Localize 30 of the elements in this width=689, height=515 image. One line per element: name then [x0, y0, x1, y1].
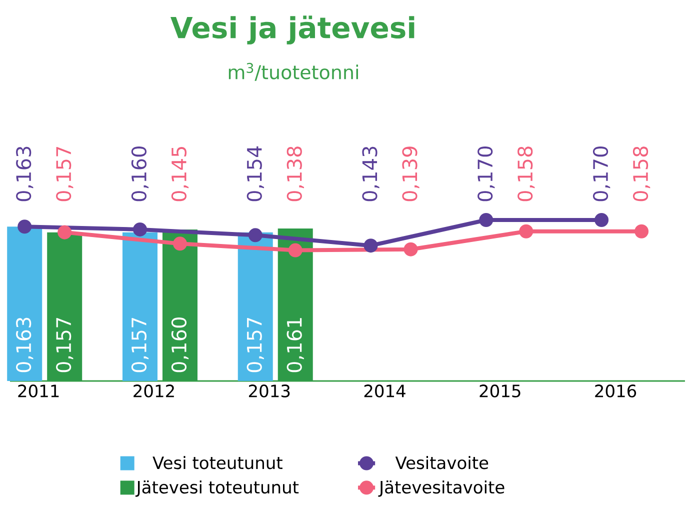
x-tick-label: 2015: [480, 384, 520, 398]
data-label: 0,139: [402, 146, 420, 202]
data-label: 0,157: [246, 318, 264, 372]
data-label: 0,157: [56, 146, 74, 202]
data-label: 0,170: [478, 146, 495, 202]
data-label: 0,143: [362, 146, 380, 202]
data-label: 0,157: [56, 318, 74, 372]
legend-label: Jätevesi toteutunut: [135, 480, 299, 497]
data-label: 0,160: [171, 318, 189, 372]
data-label: 0,154: [246, 146, 264, 202]
x-tick-label: 2016: [595, 384, 636, 398]
legend-label: Vesitavoite: [395, 456, 488, 470]
legend-label: Jätevesitavoite: [378, 480, 504, 497]
x-tick-label: 2014: [364, 384, 406, 398]
data-label: 0,161: [286, 318, 304, 372]
x-tick-label: 2013: [248, 384, 290, 398]
data-label: 0,160: [131, 146, 149, 202]
data-label: 0,163: [16, 318, 34, 372]
data-label: 0,157: [131, 318, 149, 372]
chart-title: Vesi ja jätevesi: [170, 16, 414, 44]
legend-label: Vesi toteutunut: [152, 456, 282, 470]
data-label: 0,138: [286, 146, 304, 202]
x-tick-label: 2012: [134, 384, 174, 398]
chart-subtitle: m$^{3}$/tuotetonni: [228, 62, 358, 81]
data-label: 0,158: [632, 146, 650, 202]
data-label: 0,158: [518, 146, 535, 202]
data-label: 0,145: [171, 146, 189, 202]
x-tick-label: 2011: [18, 384, 59, 398]
data-label: 0,170: [592, 146, 610, 202]
data-label: 0,163: [16, 146, 34, 202]
